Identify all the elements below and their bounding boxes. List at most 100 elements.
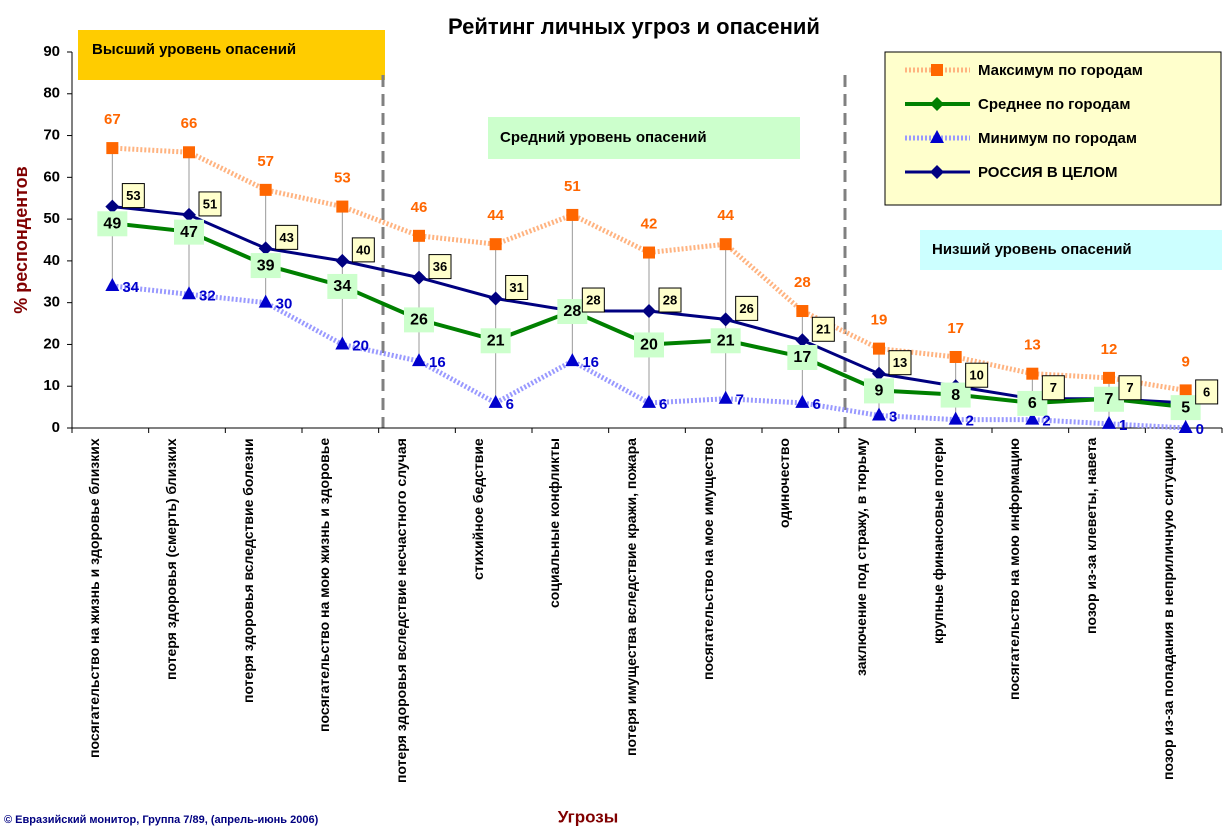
data-label: 28 [586,292,600,307]
label-box [428,254,452,280]
marker [930,130,944,143]
data-label: 0 [1196,421,1204,438]
label-box [198,191,222,217]
x-tick-label: посягательство на мою информацию [1006,438,1023,700]
label-box [811,316,835,342]
data-label: 7 [1050,380,1057,395]
data-label: 7 [1105,391,1114,408]
marker [105,199,120,214]
marker [182,286,196,300]
data-label: 16 [582,354,599,371]
data-label: 51 [203,196,217,211]
data-label: 34 [333,278,351,295]
label-box [710,328,741,354]
label-box [250,253,281,279]
data-label: 2 [1042,413,1050,430]
data-label: 6 [812,396,820,413]
marker [106,142,119,155]
data-label: 8 [951,387,960,404]
data-label: 46 [411,199,428,216]
zone-box [488,117,800,159]
data-label: 26 [410,312,428,329]
marker [1025,411,1040,425]
y-tick-label: 70 [43,127,60,144]
y-tick-label: 90 [43,43,60,60]
marker [930,165,944,179]
x-tick-label: потеря здоровья (смерть) близких [163,438,179,680]
marker [412,270,426,285]
data-label: 3 [889,408,897,425]
data-label: 16 [429,354,446,371]
data-label: 43 [279,230,293,245]
y-axis-label: % респондентов [11,166,31,313]
data-label: 26 [739,301,753,316]
marker [566,208,579,221]
y-tick-label: 60 [43,168,60,185]
data-label: 10 [969,368,983,383]
data-label: 47 [180,224,198,241]
data-label: 2 [966,413,974,430]
zone-label: Низший уровень опасений [932,241,1132,258]
x-tick-label: стихийное бедствие [469,438,486,580]
marker [873,342,885,355]
marker [488,394,503,408]
marker [1179,384,1192,397]
data-label: 42 [641,216,658,233]
data-label: 17 [947,320,964,337]
zone-label: Средний уровень опасений [500,129,707,146]
y-tick-label: 0 [52,419,60,436]
marker [949,350,962,363]
marker [795,394,810,408]
label-box [965,362,989,388]
marker [412,353,426,367]
label-box [735,295,759,321]
legend-label: Среднее по городам [978,96,1130,113]
data-label: 34 [122,279,139,296]
data-label: 19 [871,312,888,329]
label-box [1195,379,1219,405]
y-tick-label: 50 [43,210,60,227]
x-tick-label: посягательство на мою жизнь и здоровье [316,438,333,733]
x-axis-label: Угрозы [558,807,619,826]
zone-box [78,30,385,80]
label-box [581,287,605,313]
data-label: 32 [199,287,216,304]
label-box [634,332,664,358]
data-label: 9 [1181,353,1189,370]
marker [795,333,810,348]
x-tick-label: позор из-за попадания в неприличную ситу… [1159,438,1176,781]
y-tick-label: 10 [43,377,60,394]
data-label: 36 [433,259,447,274]
data-label: 17 [793,349,811,366]
marker [930,97,944,111]
data-label: 67 [104,111,121,128]
y-tick-label: 40 [43,252,60,269]
label-box [327,273,358,299]
x-tick-label: крупные финансовые потери [929,438,946,645]
y-tick-label: 20 [43,335,60,352]
data-label: 30 [276,296,293,313]
marker [1102,415,1116,429]
x-tick-label: заключение под стражу, в тюрьму [853,438,869,677]
legend-label: Максимум по городам [978,62,1143,79]
data-label: 6 [506,396,514,413]
marker [1026,367,1039,380]
label-box [275,224,299,250]
label-box [174,219,204,245]
data-label: 21 [816,322,830,337]
data-label: 28 [663,292,677,307]
marker [259,183,272,196]
data-label: 1 [1119,417,1127,434]
label-box [787,344,818,370]
zone-box [920,230,1222,270]
x-tick-label: посягательство на жизнь и здоровье близк… [86,438,103,758]
label-box [1118,375,1142,401]
marker [105,277,120,291]
marker [489,238,502,251]
label-box [864,378,894,404]
marker [718,312,733,327]
data-label: 6 [1028,395,1037,412]
label-box [658,287,682,313]
data-label: 53 [334,170,351,187]
